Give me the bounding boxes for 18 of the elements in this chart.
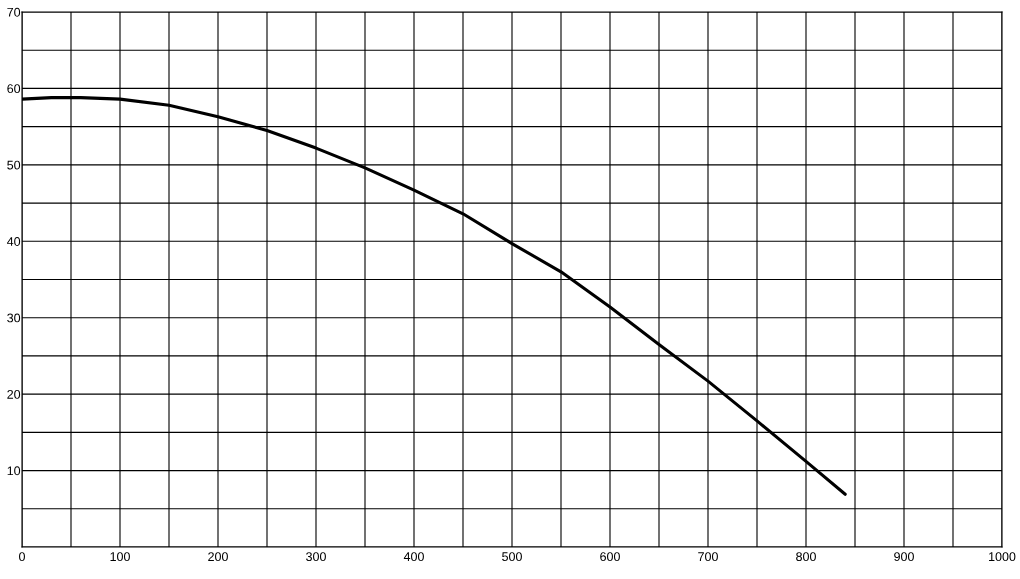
x-tick-label: 500 <box>502 552 522 562</box>
y-tick-label: 30 <box>7 313 21 323</box>
x-tick-label: 700 <box>698 552 718 562</box>
y-tick-label: 20 <box>7 389 21 399</box>
x-tick-label: 300 <box>306 552 326 562</box>
y-tick-label: 70 <box>7 7 21 17</box>
y-tick-label: 10 <box>7 466 21 476</box>
x-tick-label: 400 <box>403 552 424 562</box>
y-tick-label: 60 <box>7 84 21 94</box>
x-tick-label: 800 <box>796 552 816 562</box>
x-tick-label: 600 <box>600 552 620 562</box>
x-tick-label: 100 <box>110 552 130 562</box>
y-tick-label: 50 <box>7 160 21 170</box>
x-tick-label: 900 <box>894 552 914 562</box>
x-tick-label: 1000 <box>989 552 1016 562</box>
y-tick-label: 40 <box>7 237 21 246</box>
x-tick-label: 200 <box>208 552 228 562</box>
x-tick-label: 0 <box>19 552 25 562</box>
